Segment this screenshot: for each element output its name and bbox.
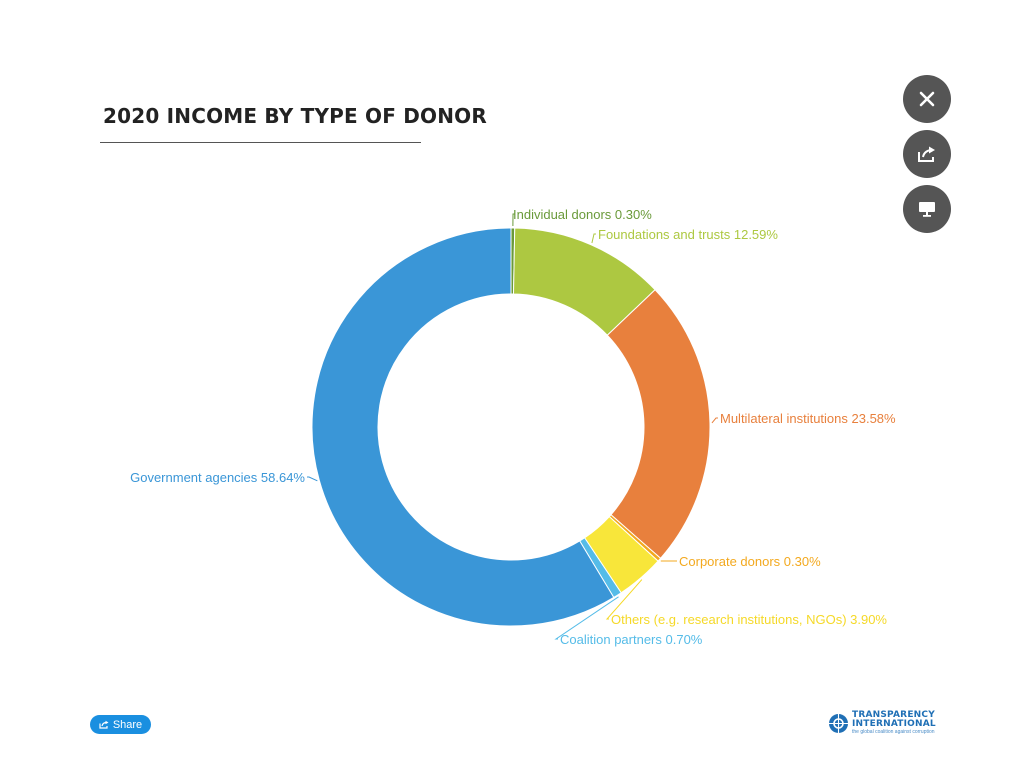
brand-tagline: the global coalition against corruption [852, 729, 935, 735]
monitor-icon [919, 202, 935, 217]
share-icon [99, 720, 109, 729]
slice-label: Government agencies 58.64% [130, 470, 305, 485]
share-icon [918, 146, 935, 162]
close-button[interactable] [903, 75, 951, 123]
share-small-button[interactable]: Share [90, 715, 151, 734]
donut-slice[interactable] [311, 227, 615, 627]
slice-label: Corporate donors 0.30% [679, 554, 821, 569]
close-icon [919, 91, 935, 107]
leader-line [605, 579, 643, 620]
slice-label: Foundations and trusts 12.59% [598, 227, 778, 242]
donut-slice[interactable] [606, 289, 711, 559]
title-underline [100, 142, 421, 143]
slice-label: Multilateral institutions 23.58% [720, 411, 896, 426]
slice-label: Individual donors 0.30% [513, 207, 652, 222]
leader-line [591, 233, 596, 244]
leader-line [307, 476, 318, 482]
brand-name-line1: TRANSPARENCY [852, 710, 935, 720]
brand-logo: TRANSPARENCY INTERNATIONAL the global co… [828, 711, 936, 735]
slice-label: Others (e.g. research institutions, NGOs… [611, 612, 887, 627]
brand-name-line2: INTERNATIONAL [852, 719, 936, 729]
share-label: Share [112, 718, 143, 731]
chart-title: 2020 INCOME BY TYPE OF DONOR [103, 104, 487, 128]
leader-line [554, 596, 619, 640]
slice-label: Coalition partners 0.70% [560, 632, 703, 647]
globe-icon [829, 713, 848, 733]
leader-line [512, 213, 515, 227]
share-button[interactable] [903, 130, 951, 178]
leader-line [711, 417, 718, 424]
present-button[interactable] [903, 185, 951, 233]
